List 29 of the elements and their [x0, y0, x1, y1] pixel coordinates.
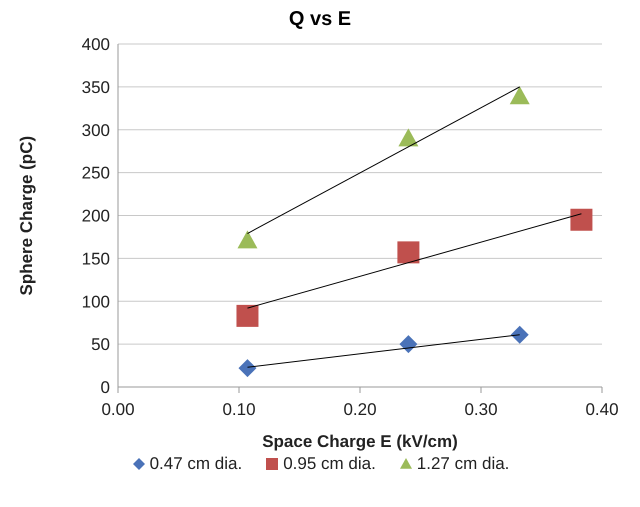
y-tick-label: 350: [82, 78, 110, 97]
y-tick-label: 0: [100, 378, 110, 398]
point: [237, 230, 258, 248]
legend-label: 0.47 cm dia.: [148, 454, 242, 474]
point: [399, 335, 418, 354]
y-tick-label: 150: [82, 249, 110, 268]
y-tick-label: 50: [91, 335, 110, 354]
y-tick-label: 200: [82, 206, 110, 226]
legend-label: 0.95 cm dia.: [282, 454, 376, 474]
point: [397, 241, 420, 264]
legend-label: 1.27 cm dia.: [416, 454, 510, 474]
point: [238, 359, 256, 378]
point: [398, 128, 418, 146]
point: [236, 304, 258, 327]
y-tick-label: 300: [82, 120, 110, 140]
y-tick-label: 250: [82, 164, 110, 183]
y-tick-label: 100: [82, 292, 110, 312]
x-tick-label: 0.10: [222, 400, 256, 420]
chart-title: Q vs E: [288, 8, 352, 32]
x-tick-label: 0.20: [343, 400, 377, 420]
x-axis-title: Space Charge E (kV/cm): [262, 432, 458, 451]
x-tick-label: 0.40: [585, 400, 619, 420]
y-tick-label: 400: [82, 35, 110, 54]
point: [570, 208, 592, 231]
x-tick-label: 0.30: [464, 400, 498, 420]
point: [510, 326, 529, 344]
point: [510, 86, 530, 104]
x-tick-label: 0.00: [101, 400, 135, 420]
y-axis-title: Sphere Charge (pC): [17, 136, 36, 296]
